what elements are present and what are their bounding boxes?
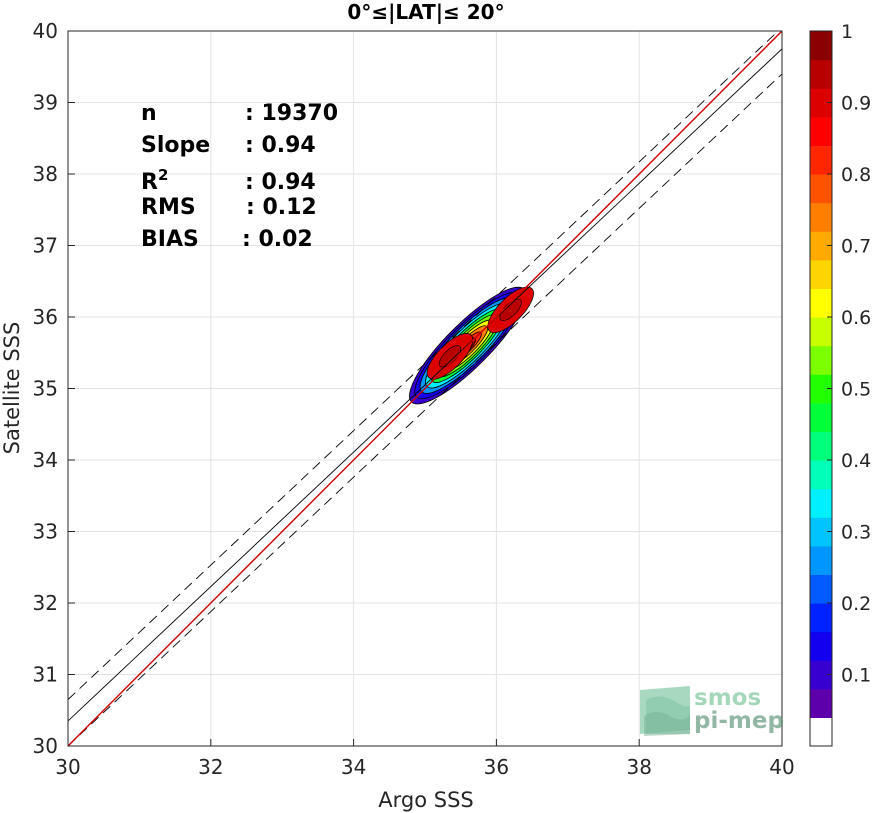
y-tick-label: 32 — [33, 591, 58, 615]
colorbar-tick-label: 0.3 — [841, 522, 871, 544]
colorbar-segment — [810, 202, 832, 232]
logo-text-smos: smos — [694, 685, 761, 711]
chart-title: 0°≤|LAT|≤ 20° — [347, 0, 504, 24]
grid — [67, 30, 783, 747]
logo-text-pimep: pi-mep — [694, 708, 784, 734]
stat-label: RMS — [141, 195, 196, 220]
colorbar-segment — [810, 717, 832, 747]
y-tick-label: 40 — [33, 19, 58, 43]
colorbar-segment — [810, 345, 832, 375]
y-tick-label: 36 — [33, 305, 58, 329]
colorbar: 0.1 0.2 0.3 0.4 0.5 0.6 0.7 0.8 0.9 1 — [809, 21, 871, 747]
y-tick-label: 37 — [33, 234, 58, 258]
colorbar-tick-label: 0.1 — [841, 665, 871, 687]
colorbar-segment — [810, 259, 832, 289]
stat-value: : 0.12 — [246, 195, 317, 220]
colorbar-tick-label: 0.5 — [841, 379, 871, 401]
colorbar-segment — [810, 488, 832, 518]
stat-value: : 19370 — [245, 101, 338, 126]
y-tick-label: 39 — [33, 91, 58, 115]
wave-logo-icon — [640, 686, 691, 736]
stat-label-superscript: 2 — [158, 166, 168, 184]
x-tick-label: 34 — [341, 755, 366, 779]
colorbar-segment — [810, 460, 832, 490]
x-axis-label: Argo SSS — [378, 788, 473, 812]
colorbar-segment — [810, 574, 832, 604]
colorbar-segment — [810, 231, 832, 261]
x-tick-label: 38 — [626, 755, 651, 779]
colorbar-segment — [810, 88, 832, 118]
stat-label: Slope — [141, 133, 210, 158]
density-peak-core — [499, 298, 522, 321]
colorbar-tick-label: 0.4 — [841, 450, 871, 472]
y-axis-label: Satellite SSS — [0, 322, 24, 455]
x-tick-label: 32 — [198, 755, 223, 779]
y-tick-label: 35 — [33, 377, 58, 401]
x-tick-label: 36 — [484, 755, 509, 779]
y-axis-ticks: 30 31 32 33 34 35 36 37 38 39 40 — [33, 19, 75, 758]
colorbar-tick-label: 0.6 — [841, 307, 871, 329]
colorbar-segment — [810, 631, 832, 661]
x-axis-ticks: 30 32 34 36 38 40 — [55, 739, 795, 779]
y-tick-label: 30 — [33, 734, 58, 758]
y-tick-label: 31 — [33, 663, 58, 687]
fit-upper-bound-line — [68, 31, 779, 700]
colorbar-segment — [810, 431, 832, 461]
x-tick-label: 40 — [769, 755, 794, 779]
colorbar-segment — [810, 116, 832, 146]
colorbar-segment — [810, 288, 832, 318]
colorbar-segment — [810, 545, 832, 575]
colorbar-segment — [810, 688, 832, 718]
stat-label: n — [141, 101, 157, 126]
y-tick-label: 38 — [33, 162, 58, 186]
colorbar-segment — [810, 660, 832, 690]
identity-line — [68, 31, 782, 746]
colorbar-tick-label: 1 — [841, 21, 853, 43]
x-tick-label: 30 — [55, 755, 80, 779]
colorbar-segment — [810, 59, 832, 89]
colorbar-segment — [810, 31, 832, 61]
colorbar-tick-label: 0.9 — [841, 93, 871, 115]
fit-line — [68, 48, 782, 722]
stat-value: : 0.94 — [245, 133, 316, 158]
colorbar-segment — [810, 374, 832, 404]
regression-lines — [68, 31, 782, 746]
colorbar-tick-label: 0.2 — [841, 593, 871, 615]
colorbar-segment — [810, 145, 832, 175]
fit-lower-bound-line — [68, 73, 782, 746]
colorbar-tick-label: 0.8 — [841, 164, 871, 186]
y-tick-label: 34 — [33, 448, 58, 472]
colorbar-segment — [810, 402, 832, 432]
density-peak-core — [438, 345, 462, 368]
y-tick-label: 33 — [33, 520, 58, 544]
colorbar-tick-label: 0.7 — [841, 236, 871, 258]
smos-pi-mep-logo: smos pi-mep — [640, 685, 784, 736]
colorbar-segment — [810, 174, 832, 204]
stat-value: : 0.02 — [242, 227, 313, 252]
stat-value: : 0.94 — [245, 170, 316, 195]
stat-label: BIAS — [141, 227, 199, 252]
colorbar-segment — [810, 317, 832, 347]
colorbar-segment — [810, 517, 832, 547]
colorbar-segment — [810, 603, 832, 633]
